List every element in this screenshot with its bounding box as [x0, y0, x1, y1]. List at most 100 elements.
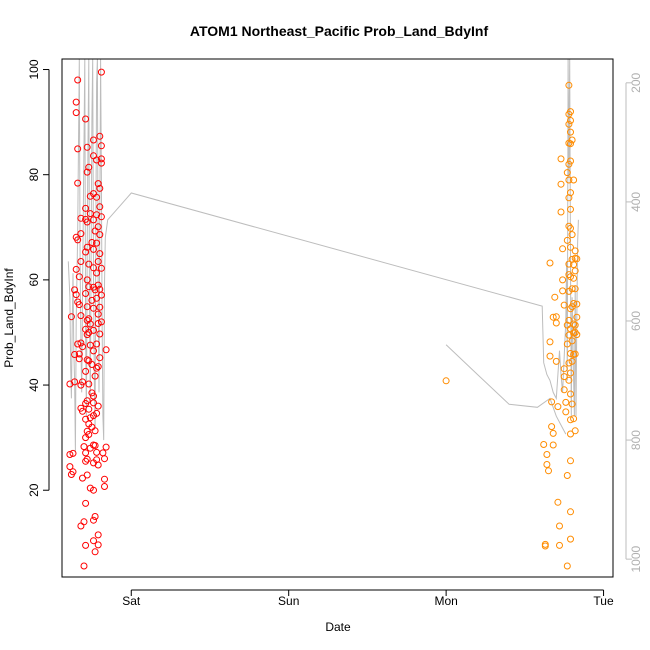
x-tick-label: Mon	[434, 594, 457, 608]
day-1-point	[77, 230, 85, 238]
day-2-point	[567, 117, 574, 124]
day-2-point	[567, 128, 574, 136]
day-1-point	[102, 443, 110, 451]
day-1-point	[85, 283, 93, 291]
day-1-point	[88, 239, 96, 246]
day-2-point	[570, 300, 578, 307]
day-1-point	[67, 313, 75, 321]
background-line-2	[445, 344, 567, 435]
day-1-point	[96, 184, 104, 192]
day-2-point	[552, 357, 560, 365]
day-1-point	[97, 68, 105, 76]
day-2-point	[559, 245, 567, 253]
day-1-point	[97, 264, 105, 272]
day-1-point	[75, 301, 83, 309]
day-2-point	[573, 300, 581, 308]
day-2-point	[570, 176, 578, 184]
day-2-point	[570, 274, 578, 282]
x-axis-label: Date	[325, 620, 351, 634]
day-1-point	[74, 179, 82, 187]
day-1-point	[86, 320, 94, 328]
day-2-point	[565, 176, 573, 184]
day-2-point	[548, 423, 556, 431]
secondary-tick-label: 1000	[629, 545, 643, 572]
day-2-point	[546, 259, 554, 267]
day-1-point	[82, 290, 90, 297]
day-2-point	[554, 403, 562, 411]
secondary-tick-label: 200	[629, 72, 643, 92]
day-1-point	[97, 291, 105, 299]
points-layer	[66, 68, 581, 570]
day-1-point	[94, 258, 102, 265]
day-2-point	[567, 108, 574, 116]
day-1-point	[91, 286, 99, 294]
day-2-point	[568, 400, 576, 408]
day-2-point	[563, 236, 571, 244]
day-2-point	[571, 350, 579, 358]
day-1-point	[71, 378, 79, 386]
day-2-point	[567, 390, 574, 398]
day-1-point	[91, 427, 99, 435]
y-tick-label: 40	[27, 378, 41, 392]
day-1-point	[82, 457, 90, 465]
day-1-point	[93, 340, 101, 348]
day-1-point	[90, 136, 97, 144]
day-2-point	[567, 205, 574, 213]
day-1-point	[97, 155, 105, 163]
day-1-point	[97, 318, 105, 326]
day-2-point	[573, 331, 581, 339]
day-1-point	[90, 392, 97, 400]
day-1-point	[74, 76, 82, 84]
day-1-point	[80, 518, 88, 526]
day-1-point	[97, 142, 105, 150]
day-2-point	[567, 140, 574, 148]
day-2-point	[559, 276, 567, 284]
day-2-point	[556, 541, 563, 549]
day-2-point	[556, 522, 563, 530]
day-1-point	[77, 522, 85, 530]
day-1-point	[83, 276, 91, 284]
day-1-point	[96, 231, 104, 239]
y-tick-label: 60	[27, 273, 41, 287]
chart-title: ATOM1 Northeast_Pacific Prob_Land_BdyInf	[190, 23, 489, 39]
day-2-point	[567, 430, 574, 438]
day-2-point	[568, 231, 576, 239]
day-1-point	[94, 281, 102, 289]
day-1-point	[77, 258, 85, 265]
day-2-point	[562, 398, 570, 406]
day-2-point	[565, 120, 573, 128]
day-1-point	[72, 98, 80, 106]
day-1-point	[99, 449, 107, 457]
background-line-layer	[67, 58, 579, 453]
day-1-point	[91, 442, 99, 449]
day-2-point	[567, 369, 574, 377]
y-axis: 20 40 60 80 100	[27, 59, 50, 497]
day-1-point	[83, 455, 91, 463]
day-2-point	[562, 408, 570, 416]
day-1-point	[90, 537, 97, 545]
day-1-point	[93, 364, 101, 372]
day-2-point	[567, 350, 574, 357]
day-2-point	[565, 316, 573, 324]
day-1-point	[82, 204, 90, 212]
day-2-point	[567, 305, 574, 313]
plot-box	[61, 58, 614, 578]
day-1-point	[72, 265, 80, 273]
day-2-point	[559, 287, 567, 295]
day-1-point	[80, 562, 88, 570]
x-tick-label: Sat	[122, 594, 141, 608]
day-2-point	[567, 189, 574, 197]
day-1-point	[93, 156, 101, 164]
day-1-point	[94, 310, 102, 318]
day-1-point	[74, 236, 82, 244]
secondary-tick-label: 400	[629, 192, 643, 212]
day-1-point	[85, 431, 93, 438]
day-1-point	[83, 471, 91, 479]
day-1-point	[83, 243, 91, 251]
day-1-point	[88, 361, 96, 368]
day-2-point	[570, 320, 578, 328]
day-2-point	[560, 301, 568, 309]
y-axis-label: Prob_Land_BdyInf	[2, 268, 16, 368]
day-1-point	[79, 343, 86, 351]
